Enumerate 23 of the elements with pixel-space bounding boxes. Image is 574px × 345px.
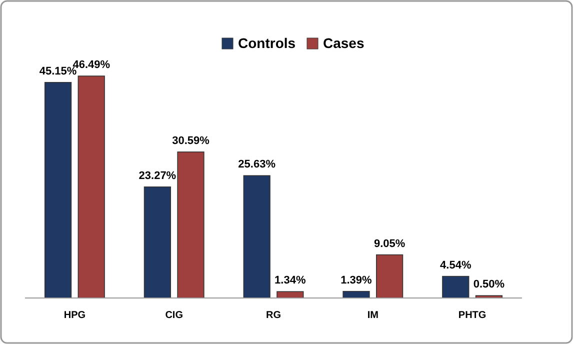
data-label: 1.34%	[274, 274, 306, 287]
bar	[177, 152, 204, 298]
data-label: 25.63%	[238, 158, 276, 171]
legend-label: Controls	[238, 35, 296, 51]
bar	[376, 254, 404, 298]
bar	[78, 76, 105, 298]
data-label: 4.54%	[440, 259, 472, 272]
x-tick-label: RG	[266, 310, 282, 321]
data-label: 1.39%	[340, 274, 372, 286]
x-tick-label: IM	[367, 310, 378, 321]
bar	[276, 291, 304, 298]
x-tick-label: HPG	[64, 310, 86, 321]
legend-label: Cases	[323, 35, 364, 51]
data-label: 0.50%	[473, 278, 505, 291]
bar	[442, 276, 470, 298]
data-label: 30.59%	[172, 134, 210, 147]
data-label: 9.05%	[374, 238, 406, 250]
bar	[243, 175, 270, 298]
bar	[44, 82, 72, 298]
bar	[144, 186, 171, 298]
x-tick-label: CIG	[165, 310, 184, 321]
x-tick-label: PHTG	[458, 310, 486, 321]
data-label: 23.27%	[138, 170, 176, 182]
